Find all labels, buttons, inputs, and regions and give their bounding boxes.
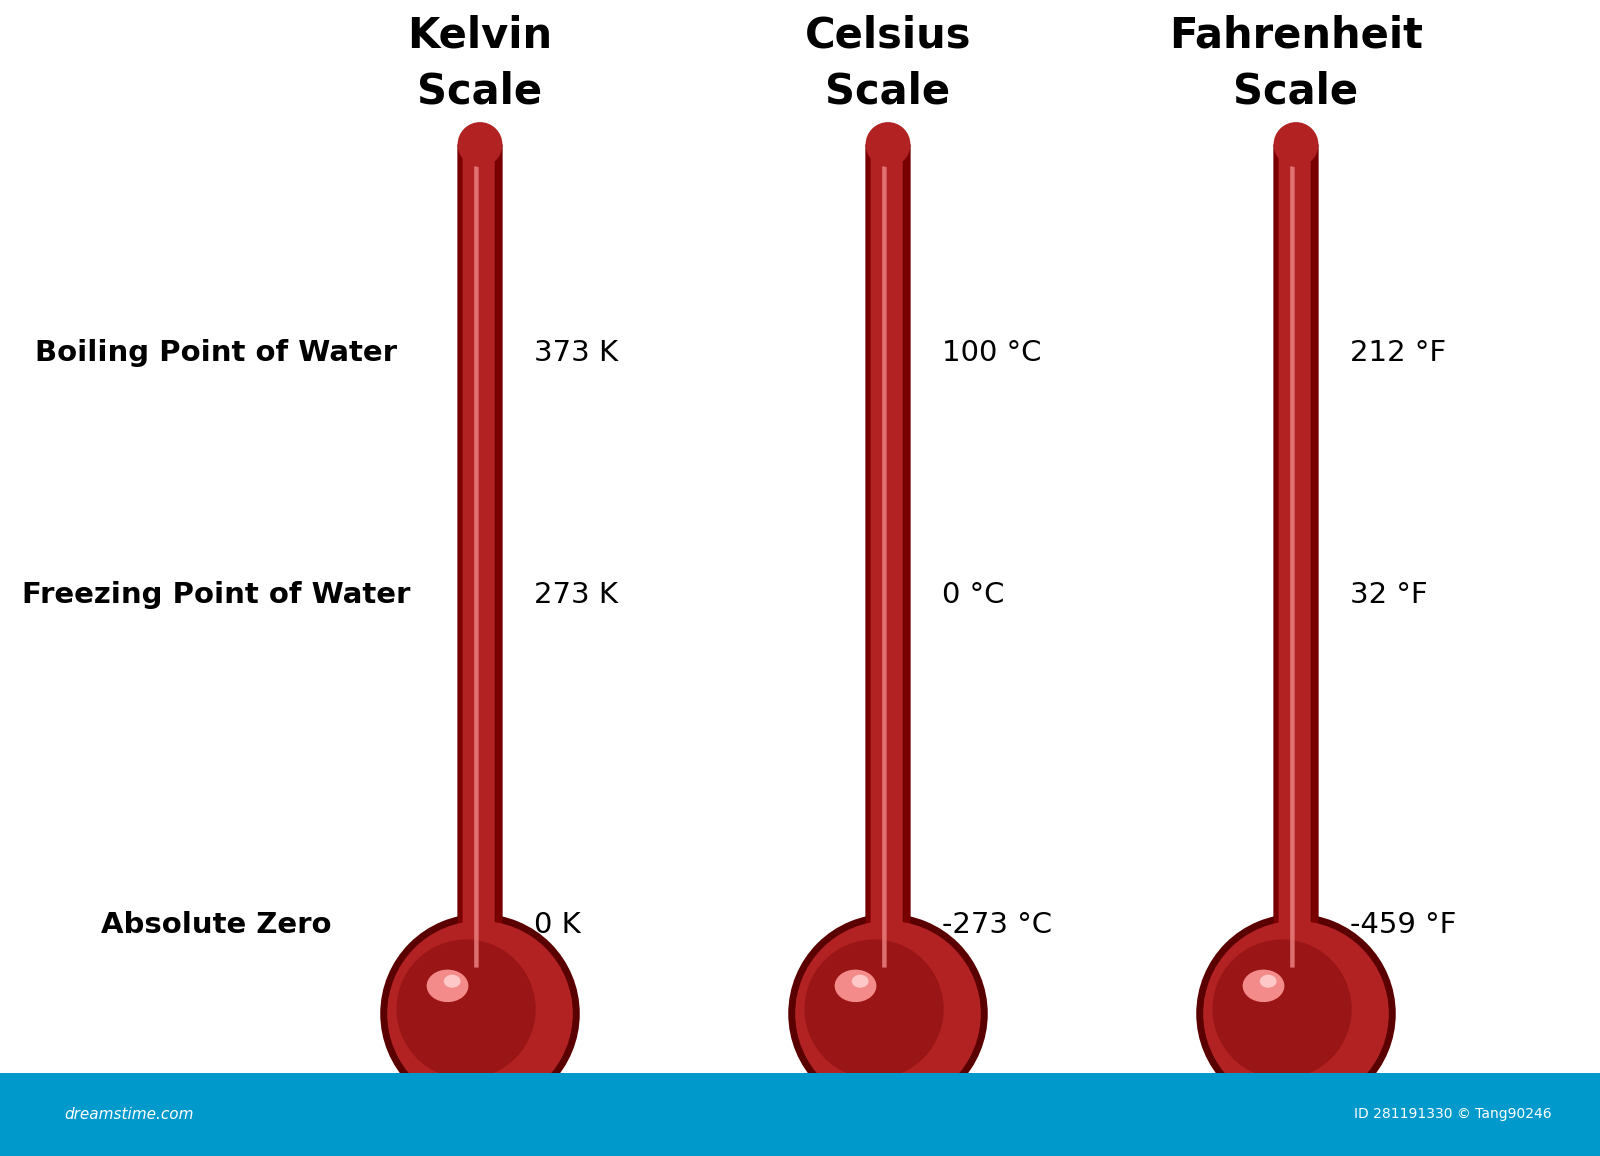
FancyBboxPatch shape [904,144,910,977]
Text: 32 °F: 32 °F [1350,581,1429,609]
Text: 0 K: 0 K [534,911,581,939]
Text: -459 °F: -459 °F [1350,911,1456,939]
FancyBboxPatch shape [870,144,902,977]
Ellipse shape [387,921,573,1106]
Ellipse shape [1275,127,1309,162]
FancyBboxPatch shape [496,144,502,977]
Ellipse shape [795,921,981,1106]
Text: 212 °F: 212 °F [1350,339,1446,366]
Text: -273 °C: -273 °C [942,911,1053,939]
FancyBboxPatch shape [1274,144,1318,977]
Text: dreamstime.com: dreamstime.com [64,1107,194,1121]
Bar [0,1073,1600,1156]
Ellipse shape [1213,940,1352,1079]
Text: 0 °C: 0 °C [942,581,1005,609]
Text: 273 K: 273 K [534,581,618,609]
Text: Boiling Point of Water: Boiling Point of Water [35,339,397,366]
Text: 100 °C: 100 °C [942,339,1042,366]
FancyBboxPatch shape [1278,144,1310,977]
Ellipse shape [381,914,579,1113]
Ellipse shape [851,975,869,987]
Text: Fahrenheit
Scale: Fahrenheit Scale [1170,15,1422,112]
FancyBboxPatch shape [474,154,478,968]
Ellipse shape [1274,123,1318,166]
Ellipse shape [427,970,469,1002]
Text: 373 K: 373 K [534,339,619,366]
Ellipse shape [458,123,502,166]
Text: Absolute Zero: Absolute Zero [101,911,331,939]
Text: Freezing Point of Water: Freezing Point of Water [22,581,410,609]
Text: Kelvin
Scale: Kelvin Scale [408,15,552,112]
Ellipse shape [397,940,536,1079]
Text: Celsius
Scale: Celsius Scale [805,15,971,112]
Ellipse shape [1197,914,1395,1113]
Ellipse shape [835,970,877,1002]
FancyBboxPatch shape [458,144,502,977]
FancyBboxPatch shape [462,144,494,977]
Ellipse shape [1203,921,1389,1106]
FancyBboxPatch shape [1274,144,1283,977]
Ellipse shape [1243,970,1285,1002]
FancyBboxPatch shape [1312,144,1318,977]
Ellipse shape [789,914,987,1113]
Ellipse shape [866,123,910,166]
FancyBboxPatch shape [882,154,886,968]
FancyBboxPatch shape [458,144,467,977]
FancyBboxPatch shape [866,144,910,977]
FancyBboxPatch shape [1290,154,1294,968]
Ellipse shape [459,127,493,162]
FancyBboxPatch shape [866,144,875,977]
Text: ID 281191330 © Tang90246: ID 281191330 © Tang90246 [1354,1107,1552,1121]
Ellipse shape [805,940,944,1079]
Ellipse shape [867,127,901,162]
Ellipse shape [443,975,461,987]
Ellipse shape [1259,975,1277,987]
